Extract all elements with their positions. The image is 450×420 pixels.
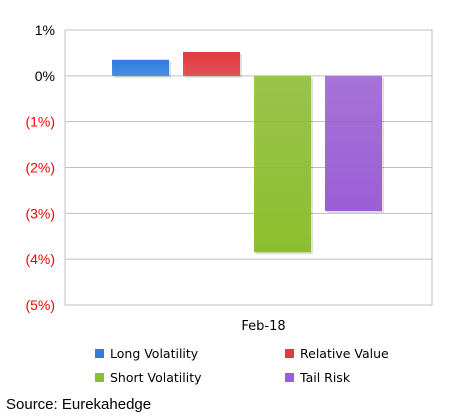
legend: Long Volatility Relative Value Short Vol…: [0, 340, 450, 390]
x-category-label: Feb-18: [241, 319, 285, 334]
y-tick-label: (2%): [25, 160, 55, 176]
y-tick-label: (4%): [25, 251, 55, 267]
legend-swatch: [285, 348, 294, 358]
legend-item-short-volatility: Short Volatility: [95, 368, 202, 386]
legend-label: Short Volatility: [110, 369, 202, 385]
y-tick-label: 1%: [35, 22, 55, 38]
bars: [112, 52, 384, 255]
y-tick-label: (5%): [25, 297, 55, 313]
bar-short-volatility: [254, 75, 311, 253]
y-tick-label: 0%: [35, 68, 55, 84]
legend-label: Relative Value: [300, 345, 389, 361]
y-tick-label: (1%): [25, 114, 55, 130]
legend-label: Long Volatility: [110, 345, 199, 361]
bar-tail-risk: [325, 75, 382, 212]
y-axis-ticks: 1% 0% (1%) (2%) (3%) (4%) (5%): [25, 22, 55, 313]
chart: 1% 0% (1%) (2%) (3%) (4%) (5%) Feb-18: [25, 22, 433, 334]
legend-swatch: [285, 372, 294, 382]
y-tick-label: (3%): [25, 205, 55, 221]
x-axis-categories: Feb-18: [241, 319, 285, 334]
legend-label: Tail Risk: [300, 369, 351, 385]
source-note: Source: Eurekahedge: [6, 396, 152, 413]
legend-swatch: [95, 348, 104, 358]
legend-item-long-volatility: Long Volatility: [95, 344, 198, 362]
legend-item-relative-value: Relative Value: [285, 344, 389, 362]
plot-area-border: [64, 29, 433, 306]
bar-relative-value: [183, 52, 240, 76]
legend-item-tail-risk: Tail Risk: [285, 368, 350, 386]
legend-swatch: [95, 372, 104, 382]
bar-long-volatility: [112, 59, 169, 76]
